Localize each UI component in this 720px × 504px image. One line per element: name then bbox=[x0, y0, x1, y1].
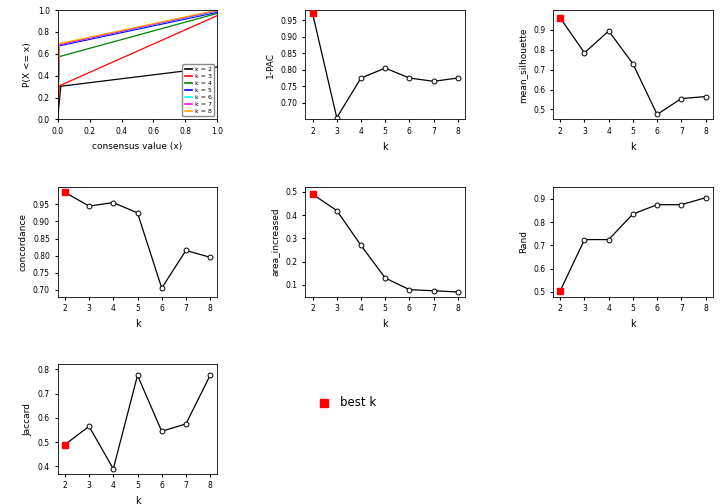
k = 5 bbox=[129, 27, 138, 33]
Y-axis label: area_increased: area_increased bbox=[271, 208, 280, 276]
X-axis label: k: k bbox=[630, 142, 636, 152]
k = 6 bbox=[184, 14, 193, 20]
X-axis label: k: k bbox=[382, 319, 388, 329]
k = 5 bbox=[213, 9, 222, 15]
Line: k = 8: k = 8 bbox=[58, 10, 217, 119]
k = 7 bbox=[184, 14, 193, 20]
k = 3 bbox=[210, 14, 218, 20]
k = 2 bbox=[210, 65, 218, 71]
Y-axis label: 1-PAC: 1-PAC bbox=[266, 52, 275, 78]
k = 2 bbox=[148, 72, 157, 78]
k = 5 bbox=[210, 10, 218, 16]
k = 3 bbox=[129, 50, 138, 56]
k = 7 bbox=[213, 8, 222, 14]
k = 6 bbox=[210, 9, 218, 15]
k = 8 bbox=[184, 13, 193, 19]
k = 2 bbox=[129, 74, 138, 80]
k = 4 bbox=[140, 30, 148, 36]
k = 6 bbox=[130, 26, 139, 32]
k = 4 bbox=[184, 18, 193, 24]
k = 8 bbox=[53, 116, 62, 122]
X-axis label: consensus value (x): consensus value (x) bbox=[92, 142, 183, 151]
k = 7 bbox=[210, 9, 218, 15]
Text: best k: best k bbox=[341, 396, 377, 409]
Y-axis label: Rand: Rand bbox=[518, 230, 528, 254]
k = 2 bbox=[140, 73, 148, 79]
k = 5 bbox=[140, 25, 148, 31]
Y-axis label: Jaccard: Jaccard bbox=[23, 403, 32, 435]
k = 4 bbox=[53, 116, 62, 122]
k = 4 bbox=[130, 33, 139, 39]
k = 8 bbox=[213, 7, 222, 13]
Legend: k = 2, k = 3, k = 4, k = 5, k = 6, k = 7, k = 8: k = 2, k = 3, k = 4, k = 5, k = 6, k = 7… bbox=[182, 65, 215, 116]
k = 6 bbox=[140, 24, 148, 30]
k = 3 bbox=[184, 25, 193, 31]
Line: k = 5: k = 5 bbox=[58, 12, 217, 119]
k = 5 bbox=[148, 23, 157, 29]
k = 3 bbox=[140, 45, 148, 51]
Line: k = 2: k = 2 bbox=[58, 67, 217, 119]
Y-axis label: concordance: concordance bbox=[19, 213, 27, 271]
k = 5 bbox=[130, 27, 139, 33]
k = 2 bbox=[184, 68, 193, 74]
Line: k = 6: k = 6 bbox=[58, 11, 217, 119]
Line: k = 4: k = 4 bbox=[58, 14, 217, 119]
k = 4 bbox=[210, 12, 218, 18]
k = 8 bbox=[210, 8, 218, 14]
k = 5 bbox=[53, 116, 62, 122]
k = 7 bbox=[140, 23, 148, 29]
X-axis label: k: k bbox=[135, 319, 140, 329]
Y-axis label: mean_silhouette: mean_silhouette bbox=[518, 27, 528, 102]
k = 2 bbox=[213, 64, 222, 70]
k = 7 bbox=[129, 26, 138, 32]
k = 8 bbox=[148, 21, 157, 27]
X-axis label: k: k bbox=[630, 319, 636, 329]
k = 8 bbox=[130, 25, 139, 31]
k = 4 bbox=[148, 28, 157, 34]
X-axis label: k: k bbox=[382, 142, 388, 152]
Line: k = 3: k = 3 bbox=[58, 16, 217, 119]
k = 3 bbox=[148, 41, 157, 47]
k = 2 bbox=[53, 116, 62, 122]
k = 4 bbox=[129, 33, 138, 39]
k = 7 bbox=[130, 26, 139, 32]
k = 3 bbox=[53, 116, 62, 122]
k = 6 bbox=[129, 26, 138, 32]
k = 6 bbox=[53, 116, 62, 122]
k = 3 bbox=[213, 13, 222, 19]
k = 8 bbox=[140, 23, 148, 29]
k = 8 bbox=[129, 25, 138, 31]
k = 7 bbox=[148, 22, 157, 28]
k = 4 bbox=[213, 11, 222, 17]
k = 2 bbox=[130, 74, 139, 80]
Y-axis label: P(X <= x): P(X <= x) bbox=[23, 42, 32, 87]
k = 7 bbox=[53, 116, 62, 122]
Line: k = 7: k = 7 bbox=[58, 11, 217, 119]
k = 3 bbox=[130, 49, 139, 55]
k = 6 bbox=[148, 22, 157, 28]
X-axis label: k: k bbox=[135, 496, 140, 504]
k = 5 bbox=[184, 15, 193, 21]
k = 6 bbox=[213, 8, 222, 14]
